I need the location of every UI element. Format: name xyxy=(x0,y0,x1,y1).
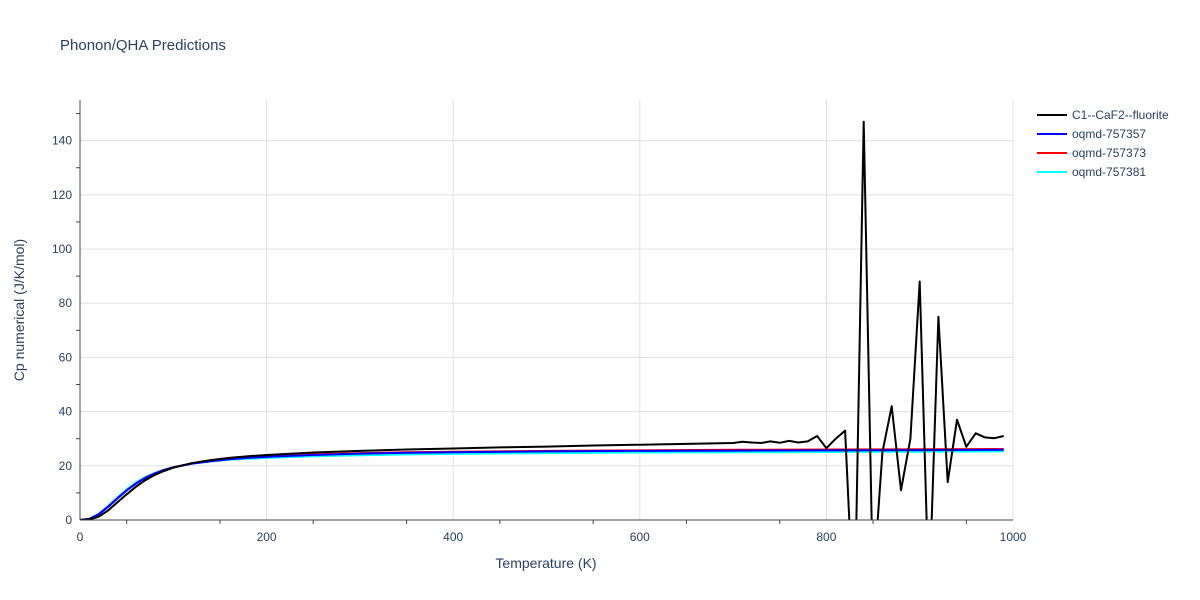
x-tick-label: 1000 xyxy=(1000,530,1027,544)
x-tick-label: 200 xyxy=(257,530,277,544)
series-line-0 xyxy=(80,120,1004,520)
x-tick-label: 400 xyxy=(443,530,463,544)
x-tick-label: 0 xyxy=(77,530,84,544)
x-tick-label: 600 xyxy=(630,530,650,544)
legend-item[interactable]: oqmd-757357 xyxy=(1037,127,1146,141)
legend[interactable]: C1--CaF2--fluorite oqmd-757357 oqmd-757373… xyxy=(1037,108,1169,179)
y-tick-label: 140 xyxy=(52,134,72,148)
legend-item[interactable]: C1--CaF2--fluorite xyxy=(1037,108,1169,122)
legend-label: oqmd-757381 xyxy=(1072,165,1146,179)
y-tick-label: 0 xyxy=(65,513,72,527)
legend-item[interactable]: oqmd-757373 xyxy=(1037,146,1146,160)
series-layer xyxy=(80,120,1004,520)
x-tick-label: 800 xyxy=(816,530,836,544)
y-tick-label: 120 xyxy=(52,188,72,202)
legend-label: C1--CaF2--fluorite xyxy=(1072,108,1169,122)
legend-label: oqmd-757357 xyxy=(1072,127,1146,141)
ticks: 0 200 400 600 800 1000 0 20 40 60 80 100 120 140 xyxy=(52,113,1027,544)
y-tick-label: 80 xyxy=(59,296,73,310)
y-tick-label: 40 xyxy=(59,405,73,419)
x-axis-title: Temperature (K) xyxy=(495,555,596,571)
series-line-1 xyxy=(80,448,1004,520)
grid xyxy=(80,100,1014,520)
axes xyxy=(79,100,1013,521)
chart-title: Phonon/QHA Predictions xyxy=(60,37,226,54)
legend-label: oqmd-757373 xyxy=(1072,146,1146,160)
series-line-3 xyxy=(80,450,1004,520)
y-tick-label: 100 xyxy=(52,242,72,256)
y-tick-label: 60 xyxy=(59,350,73,364)
y-axis-title: Cp numerical (J/K/mol) xyxy=(11,239,27,381)
y-tick-label: 20 xyxy=(59,459,73,473)
legend-item[interactable]: oqmd-757381 xyxy=(1037,165,1146,179)
